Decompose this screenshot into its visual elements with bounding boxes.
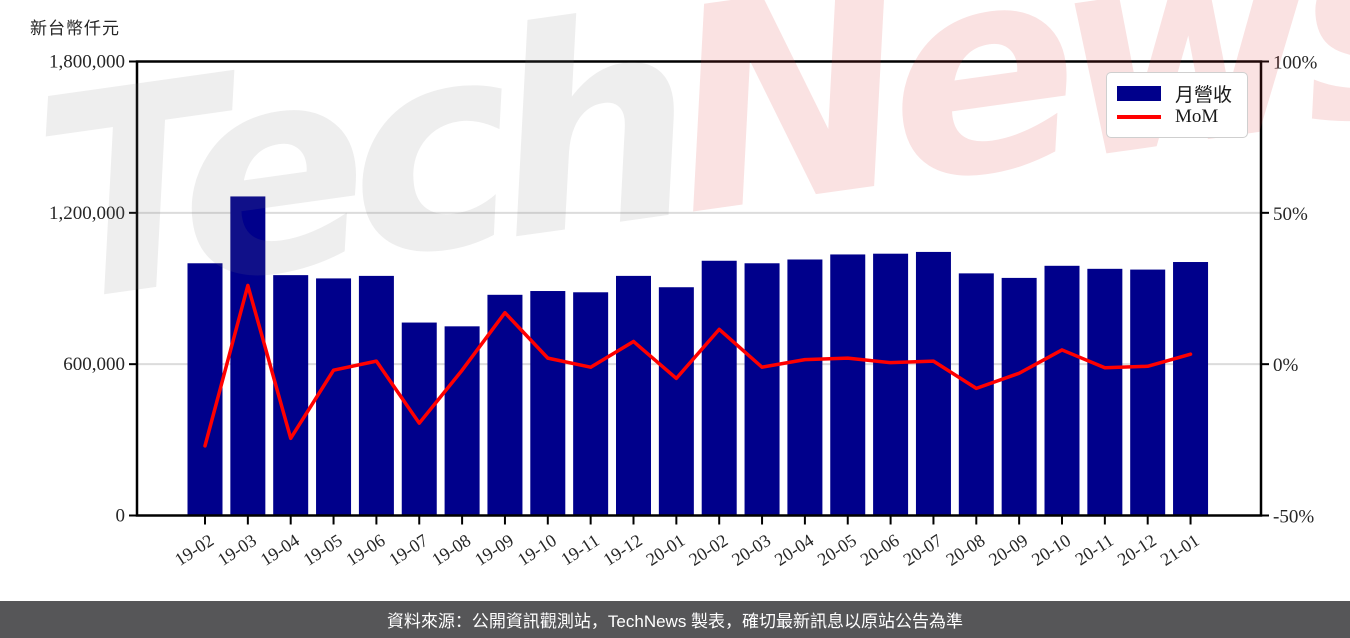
revenue-bar-19-10	[530, 291, 566, 516]
revenue-bar-20-11	[1087, 268, 1123, 516]
revenue-bar-19-07	[401, 322, 437, 516]
revenue-bar-20-06	[873, 253, 909, 516]
plot-frame	[135, 60, 1263, 517]
x-tick-label-19-12: 19-12	[600, 530, 646, 570]
mom-line	[203, 283, 1193, 448]
legend-item-revenue: 月營收	[1117, 81, 1237, 106]
left-tick-label: 1,800,000	[49, 52, 125, 73]
right-tick-label: 50%	[1273, 204, 1308, 225]
x-tick-label-20-01: 20-01	[642, 530, 688, 570]
revenue-bar-20-12	[1130, 269, 1166, 516]
revenue-bar-20-09	[1001, 277, 1037, 516]
revenue-bar-19-06	[358, 275, 394, 516]
revenue-bar-20-03	[744, 263, 780, 516]
x-tick-label-19-02: 19-02	[171, 530, 217, 570]
left-tick-label: 1,200,000	[49, 203, 125, 224]
left-tick-label: 600,000	[63, 354, 125, 375]
x-tick-label-19-03: 19-03	[214, 530, 260, 570]
x-tick-label-20-06: 20-06	[857, 530, 903, 570]
x-tick-label-20-10: 20-10	[1028, 530, 1074, 570]
x-tick-label-21-01: 21-01	[1157, 530, 1203, 570]
revenue-bar-swatch	[1117, 85, 1161, 101]
x-tick-label-19-05: 19-05	[300, 530, 346, 570]
revenue-bar-20-10	[1044, 265, 1080, 516]
legend: 月營收 MoM	[1106, 72, 1248, 138]
y-axis-unit-label: 新台幣仟元	[30, 19, 120, 38]
revenue-bar-19-08	[444, 326, 480, 516]
x-tick-label-19-09: 19-09	[471, 530, 517, 570]
legend-label-revenue: 月營收	[1175, 84, 1233, 106]
revenue-bar-19-03	[230, 196, 266, 516]
revenue-bar-19-12	[616, 275, 651, 516]
x-tick-label-19-04: 19-04	[257, 530, 303, 570]
revenue-bar-20-08	[958, 273, 994, 516]
x-tick-label-19-10: 19-10	[514, 530, 560, 570]
footer-text: 資料來源：公開資訊觀測站，TechNews 製表，確切最新訊息以原站公告為準	[386, 612, 964, 631]
legend-label-mom: MoM	[1175, 106, 1219, 127]
mom-line-swatch	[1117, 115, 1161, 119]
x-tick-label-19-08: 19-08	[428, 530, 474, 570]
x-tick-label-20-02: 20-02	[685, 530, 731, 570]
x-tick-label-20-07: 20-07	[900, 530, 946, 570]
left-tick-label: 0	[116, 506, 126, 527]
revenue-bar-19-11	[573, 292, 609, 516]
x-tick-label-19-07: 19-07	[385, 530, 431, 570]
revenue-bar-20-02	[701, 260, 737, 516]
right-tick-label: 0%	[1273, 355, 1299, 376]
x-tick-label-20-12: 20-12	[1114, 530, 1160, 570]
revenue-bar-19-09	[487, 294, 523, 516]
source-footer: 資料來源：公開資訊觀測站，TechNews 製表，確切最新訊息以原站公告為準	[0, 601, 1350, 638]
revenue-bar-21-01	[1173, 262, 1209, 516]
x-tick-label-20-03: 20-03	[728, 530, 774, 570]
x-tick-label-20-04: 20-04	[771, 530, 817, 570]
x-tick-label-20-09: 20-09	[985, 530, 1031, 570]
revenue-bar-20-01	[658, 287, 694, 516]
x-tick-label-19-11: 19-11	[557, 530, 603, 569]
x-tick-label-20-11: 20-11	[1071, 530, 1117, 569]
revenue-bar-19-02	[187, 263, 223, 516]
revenue-bar-19-05	[316, 278, 352, 516]
revenue-bar-20-04	[787, 259, 823, 516]
x-tick-label-20-05: 20-05	[814, 530, 860, 570]
legend-item-mom: MoM	[1117, 105, 1237, 129]
right-tick-label: -50%	[1273, 507, 1314, 528]
revenue-bar-20-05	[830, 254, 866, 516]
x-tick-label-20-08: 20-08	[942, 530, 988, 570]
right-tick-label: 100%	[1273, 53, 1318, 74]
plot-area: 0 600,000 1,200,000 1,800,000 -50% 0% 50% 100% 1…	[49, 52, 1318, 570]
revenue-bar-20-07	[915, 251, 951, 516]
x-tick-label-19-06: 19-06	[342, 530, 388, 570]
